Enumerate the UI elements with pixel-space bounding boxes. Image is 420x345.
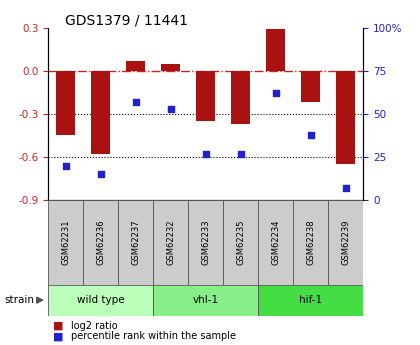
Text: ■: ■ [52, 321, 63, 331]
Point [63, 163, 69, 168]
Bar [48, 200, 83, 285]
Point [168, 106, 174, 111]
Point [202, 151, 209, 156]
Bar [328, 200, 363, 285]
Bar [48, 285, 153, 316]
Text: GSM62233: GSM62233 [201, 219, 210, 265]
Bar [258, 285, 363, 316]
Bar [258, 200, 293, 285]
Bar [153, 200, 188, 285]
Text: GSM62237: GSM62237 [131, 219, 140, 265]
Bar [223, 200, 258, 285]
Bar [91, 71, 110, 154]
Bar [266, 29, 286, 71]
Bar [161, 63, 181, 71]
Text: strain: strain [4, 295, 34, 305]
Bar [188, 200, 223, 285]
Bar [196, 71, 215, 121]
Bar [301, 71, 320, 102]
Point [132, 99, 139, 105]
Text: wild type: wild type [77, 295, 125, 305]
Text: GSM62234: GSM62234 [271, 220, 280, 265]
Point [237, 151, 244, 156]
Point [342, 185, 349, 191]
Text: GSM62232: GSM62232 [166, 220, 175, 265]
Text: GSM62238: GSM62238 [306, 219, 315, 265]
Bar [231, 71, 250, 124]
Bar [126, 61, 145, 71]
Text: ■: ■ [52, 332, 63, 341]
Text: log2 ratio: log2 ratio [71, 321, 118, 331]
Bar [118, 200, 153, 285]
Bar [293, 200, 328, 285]
Bar [336, 71, 355, 164]
Point [273, 90, 279, 96]
Bar [153, 285, 258, 316]
Point [307, 132, 314, 137]
Text: GDS1379 / 11441: GDS1379 / 11441 [65, 14, 188, 28]
Text: GSM62231: GSM62231 [61, 220, 70, 265]
Text: GSM62235: GSM62235 [236, 220, 245, 265]
Text: GSM62239: GSM62239 [341, 220, 350, 265]
Text: vhl-1: vhl-1 [193, 295, 219, 305]
Text: hif-1: hif-1 [299, 295, 323, 305]
Bar [83, 200, 118, 285]
Bar [56, 71, 76, 136]
Text: percentile rank within the sample: percentile rank within the sample [71, 332, 236, 341]
Text: GSM62236: GSM62236 [96, 219, 105, 265]
Point [97, 171, 104, 177]
